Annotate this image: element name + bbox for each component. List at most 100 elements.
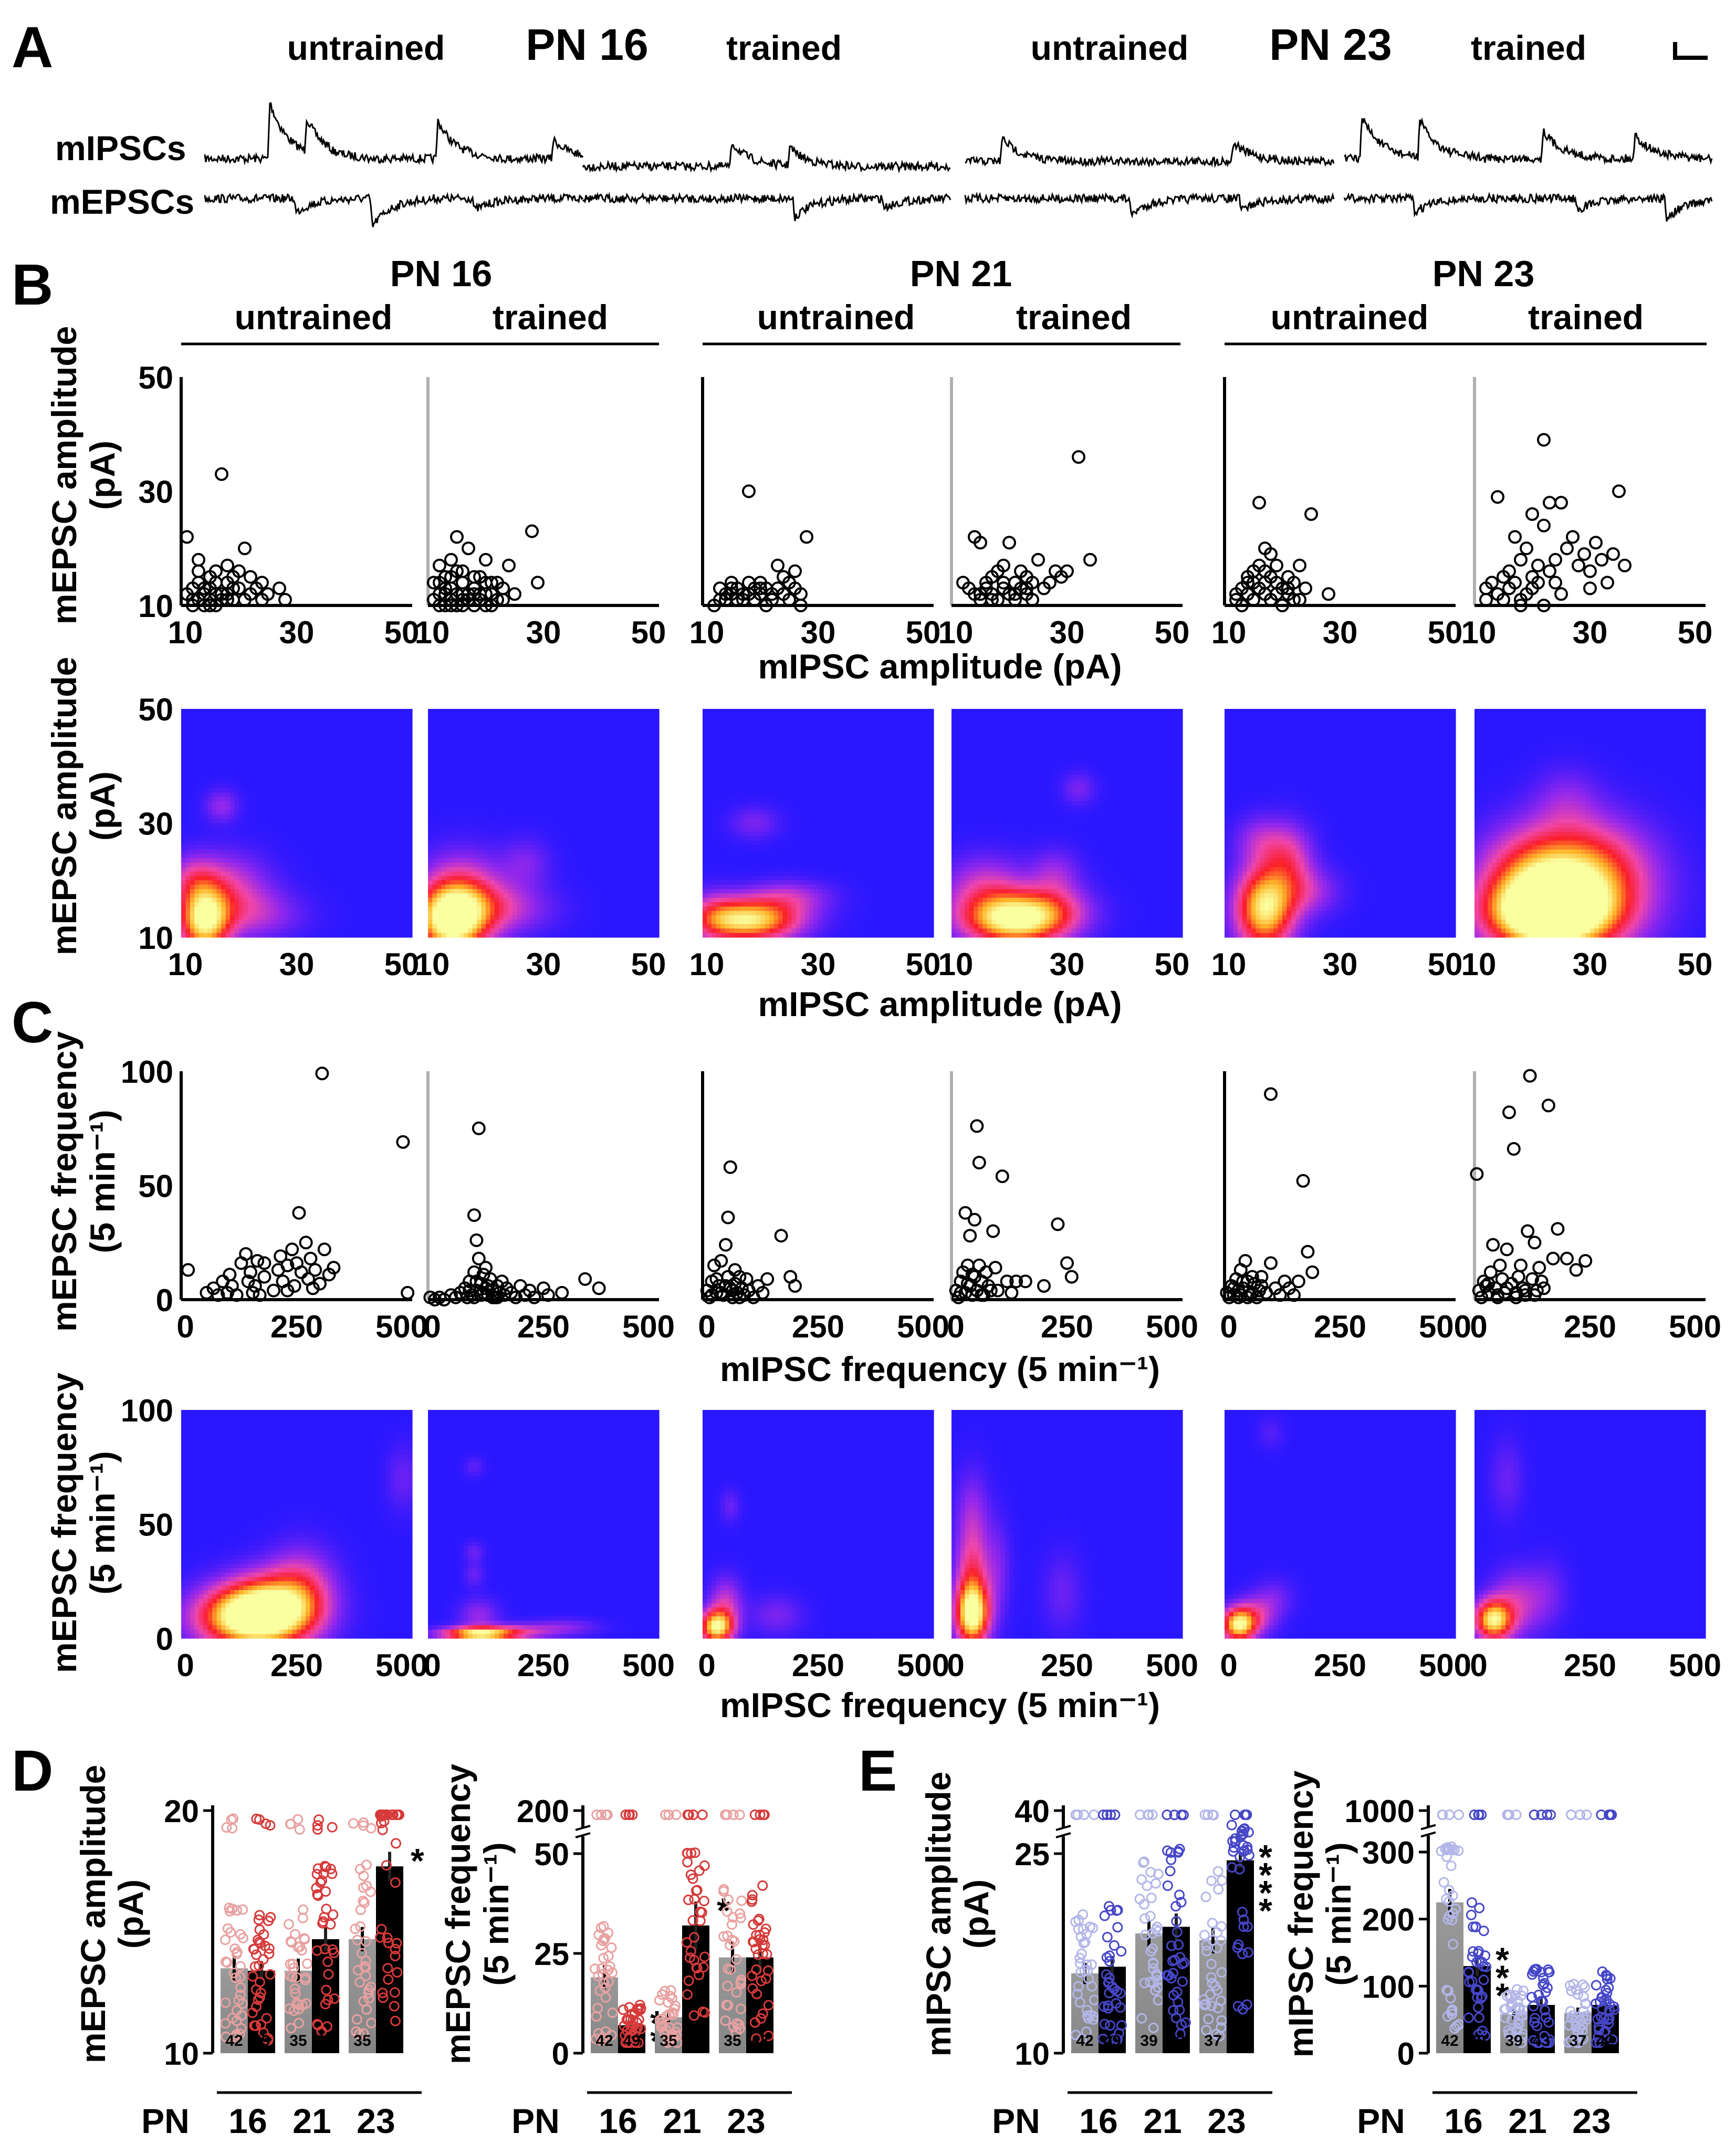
heat-cell	[377, 713, 381, 718]
heat-cell	[394, 726, 399, 731]
heat-cell	[390, 718, 395, 723]
scatter-panel: 10 30 50	[415, 377, 666, 650]
heat-cell	[328, 709, 332, 714]
heat-cell	[252, 709, 257, 714]
heat-cell	[301, 718, 306, 723]
heat-cell	[354, 740, 359, 745]
heat-cell	[181, 753, 186, 758]
heat-cell	[185, 748, 190, 753]
heat-cell	[403, 731, 408, 736]
heat-cell	[301, 740, 306, 745]
b-header-pn21: PN 21	[910, 253, 1012, 294]
heat-cell	[297, 740, 301, 745]
heat-cell	[381, 744, 386, 749]
heat-cell	[248, 722, 253, 727]
heat-cell	[354, 748, 359, 753]
heat-cell	[203, 735, 208, 740]
current-trace	[205, 194, 583, 227]
heat-cell	[190, 744, 195, 749]
heat-cell	[288, 753, 292, 758]
heat-cell	[328, 740, 332, 745]
a-label-trained-16: trained	[726, 28, 842, 67]
heat-cell	[194, 740, 199, 745]
heat-cell	[297, 722, 301, 727]
b-untrained-16: untrained	[235, 298, 393, 337]
heat-cell	[297, 748, 301, 753]
heat-cell	[394, 731, 399, 736]
heat-cell	[266, 744, 270, 749]
b-heat-ylabel: mEPSC amplitude	[45, 657, 83, 955]
heat-cell	[266, 718, 270, 723]
heat-cell	[257, 744, 262, 749]
heat-cell	[208, 709, 213, 714]
heat-cell	[394, 722, 399, 727]
x-tick-label: 50	[906, 615, 941, 650]
heat-cell	[328, 726, 332, 731]
heat-cell	[341, 748, 346, 753]
heat-cell	[226, 753, 231, 758]
heat-cell	[181, 709, 186, 714]
heat-cell	[288, 748, 292, 753]
heat-cell	[368, 731, 372, 736]
heat-cell	[221, 735, 226, 740]
current-trace	[1344, 118, 1712, 163]
heat-cell	[315, 744, 319, 749]
heat-cell	[332, 731, 337, 736]
heat-cell	[350, 709, 355, 714]
heat-cell	[194, 735, 199, 740]
heat-cell	[385, 726, 390, 731]
heat-cell	[372, 713, 377, 718]
heat-cell	[239, 740, 244, 745]
heat-cell	[368, 709, 372, 714]
heat-cell	[306, 735, 310, 740]
heat-cell	[403, 744, 408, 749]
heat-cell	[181, 726, 186, 731]
x-tick-label: 30	[1050, 615, 1085, 650]
heat-cell	[284, 744, 288, 749]
heat-cell	[275, 748, 279, 753]
scatter-panel: 10 30 50	[689, 377, 941, 650]
heat-cell	[230, 731, 235, 736]
heat-cell	[359, 718, 363, 723]
heat-cell	[292, 713, 297, 718]
heat-cell	[385, 735, 390, 740]
heat-cell	[363, 718, 368, 723]
heat-cell	[346, 735, 350, 740]
heat-cell	[354, 709, 359, 714]
heat-cell	[270, 740, 275, 745]
heat-cell	[190, 731, 195, 736]
heat-cell	[346, 713, 350, 718]
heat-cell	[377, 735, 381, 740]
heat-cell	[368, 718, 372, 723]
heat-cell	[230, 740, 235, 745]
panel-letter-a: A	[12, 15, 53, 80]
heat-cell	[235, 744, 239, 749]
heat-cell	[350, 748, 355, 753]
heat-cell	[332, 718, 337, 723]
heat-cell	[368, 713, 372, 718]
heat-cell	[359, 722, 363, 727]
heat-cell	[199, 726, 204, 731]
data-point	[480, 554, 491, 566]
heat-cell	[292, 726, 297, 731]
heat-cell	[217, 722, 222, 727]
heat-cell	[288, 740, 292, 745]
data-point	[1509, 531, 1521, 543]
heat-cell	[217, 735, 222, 740]
heat-cell	[243, 718, 248, 723]
current-trace	[583, 194, 950, 221]
data-point	[1294, 560, 1305, 571]
data-point	[509, 588, 520, 600]
heat-cell	[217, 753, 222, 758]
heat-cell	[275, 731, 279, 736]
data-point	[1573, 560, 1584, 571]
b-scatter-xlabel: mIPSC amplitude (pA)	[758, 647, 1122, 686]
heat-cell	[368, 744, 372, 749]
data-point	[1555, 588, 1567, 600]
data-point	[1271, 560, 1282, 571]
heat-cell	[208, 748, 213, 753]
heat-cell	[315, 722, 319, 727]
heat-cell	[337, 740, 341, 745]
heat-cell	[403, 722, 408, 727]
